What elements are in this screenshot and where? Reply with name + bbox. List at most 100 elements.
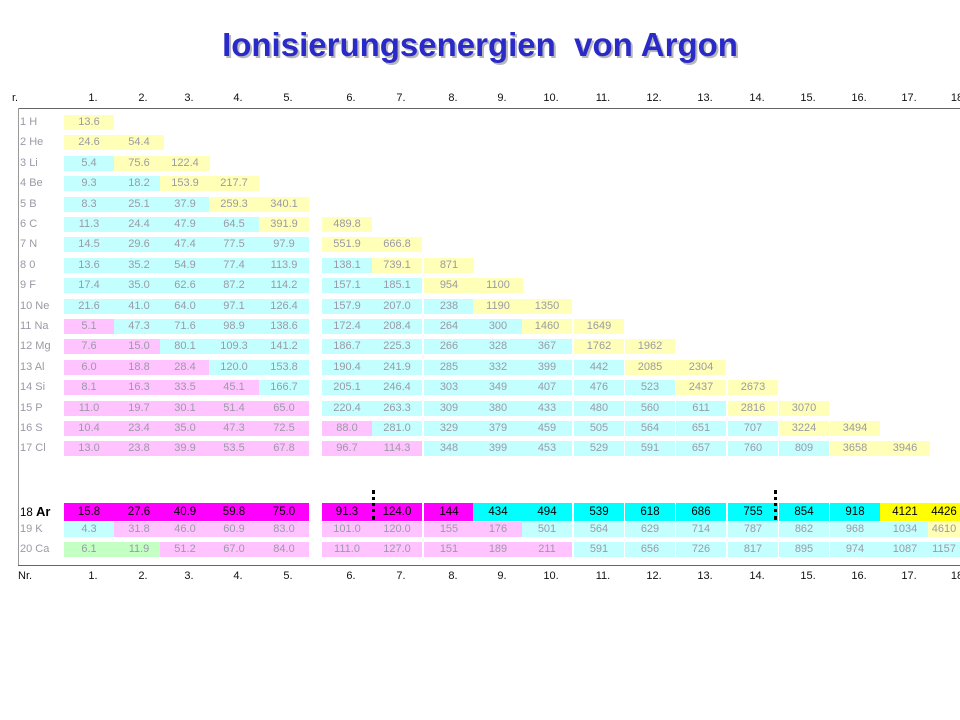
element-symbol: Ar bbox=[36, 504, 51, 519]
energy-cell: 64.5 bbox=[209, 217, 259, 232]
energy-cell: 189 bbox=[473, 542, 523, 558]
energy-cell: 974 bbox=[830, 542, 880, 558]
header-top-17: 17. bbox=[901, 92, 917, 104]
energy-cell: 83.0 bbox=[259, 522, 309, 537]
energy-cell: 263.3 bbox=[372, 400, 422, 416]
energy-cell: 138.6 bbox=[259, 319, 309, 334]
energy-cell: 127.0 bbox=[372, 542, 422, 558]
energy-cell: 494 bbox=[522, 503, 572, 521]
energy-cell: 67.0 bbox=[209, 542, 259, 558]
header-top-1: 1. bbox=[88, 92, 98, 104]
header-top-2: 2. bbox=[138, 92, 148, 104]
energy-cell: 71.6 bbox=[160, 319, 210, 334]
header-top-16: 16. bbox=[851, 92, 867, 104]
energy-cell: 560 bbox=[625, 400, 675, 416]
energy-cell: 399 bbox=[522, 359, 572, 375]
header-top-3: 3. bbox=[184, 92, 194, 104]
energy-cell: 124.0 bbox=[372, 503, 422, 521]
energy-cell: 895 bbox=[779, 542, 829, 558]
energy-cell: 67.8 bbox=[259, 441, 309, 457]
energy-cell: 459 bbox=[522, 421, 572, 436]
atomic-number: 5 bbox=[20, 197, 30, 210]
energy-cell: 109.3 bbox=[209, 339, 259, 355]
energy-cell: 54.9 bbox=[160, 257, 210, 273]
energy-cell: 18.2 bbox=[114, 176, 164, 192]
header-bottom-2: 2. bbox=[138, 570, 148, 582]
energy-cell: 31.8 bbox=[114, 522, 164, 537]
atomic-number: 7 bbox=[20, 238, 30, 251]
header-bottom-13: 13. bbox=[697, 570, 713, 582]
energy-cell: 739.1 bbox=[372, 257, 422, 273]
energy-cell: 113.9 bbox=[259, 257, 309, 273]
energy-cell: 7.6 bbox=[64, 339, 114, 355]
energy-cell: 88.0 bbox=[322, 421, 372, 436]
energy-cell: 4121 bbox=[880, 503, 930, 521]
energy-cell: 16.3 bbox=[114, 380, 164, 396]
element-symbol: C bbox=[29, 218, 38, 230]
element-symbol: B bbox=[29, 197, 37, 210]
energy-cell: 1190 bbox=[473, 298, 523, 314]
energy-cell: 591 bbox=[574, 542, 624, 558]
energy-cell: 97.9 bbox=[259, 237, 309, 253]
header-bottom-9: 9. bbox=[497, 570, 507, 582]
energy-cell: 391.9 bbox=[259, 217, 309, 232]
atomic-number: 11 bbox=[20, 320, 35, 332]
energy-cell: 33.5 bbox=[160, 380, 210, 396]
energy-cell: 380 bbox=[473, 400, 523, 416]
energy-cell: 656 bbox=[625, 542, 675, 558]
row-label-be: 4 Be bbox=[20, 176, 43, 190]
header-bottom-1: 1. bbox=[88, 570, 98, 582]
energy-cell: 15.0 bbox=[114, 339, 164, 355]
shell-boundary-marker bbox=[774, 490, 777, 520]
header-bottom-16: 16. bbox=[851, 570, 867, 582]
atomic-number: 4 bbox=[20, 177, 30, 190]
energy-cell: 787 bbox=[728, 522, 778, 537]
header-bottom-3: 3. bbox=[184, 570, 194, 582]
energy-cell: 98.9 bbox=[209, 319, 259, 334]
energy-cell: 19.7 bbox=[114, 400, 164, 416]
element-symbol: P bbox=[35, 401, 43, 414]
energy-cell: 166.7 bbox=[259, 380, 309, 396]
label-rule bbox=[18, 108, 19, 565]
energy-cell: 15.8 bbox=[64, 503, 114, 521]
energy-cell: 37.9 bbox=[160, 196, 210, 212]
atomic-number: 10 bbox=[20, 299, 36, 312]
energy-cell: 41.0 bbox=[114, 298, 164, 314]
row-label-f: 9 F bbox=[20, 278, 36, 292]
energy-cell: 111.0 bbox=[322, 542, 372, 558]
header-bottom-17: 17. bbox=[901, 570, 917, 582]
energy-cell: 5.4 bbox=[64, 155, 114, 171]
energy-cell: 157.9 bbox=[322, 298, 372, 314]
header-bottom-18: 18 bbox=[950, 570, 960, 582]
energy-cell: 96.7 bbox=[322, 441, 372, 457]
atomic-number: 16 bbox=[20, 422, 36, 434]
energy-cell: 186.7 bbox=[322, 339, 372, 355]
energy-cell: 854 bbox=[779, 503, 829, 521]
energy-cell: 53.5 bbox=[209, 441, 259, 457]
atomic-number: 17 bbox=[20, 442, 36, 455]
energy-cell: 328 bbox=[473, 339, 523, 355]
energy-cell: 379 bbox=[473, 421, 523, 436]
energy-cell: 3070 bbox=[779, 400, 829, 416]
atomic-number: 12 bbox=[20, 340, 36, 353]
energy-cell: 246.4 bbox=[372, 380, 422, 396]
page-title: Ionisierungsenergien von Argon bbox=[222, 26, 738, 63]
energy-cell: 185.1 bbox=[372, 278, 422, 294]
energy-cell: 3224 bbox=[779, 421, 829, 436]
element-symbol: Na bbox=[34, 320, 49, 332]
element-symbol: F bbox=[29, 279, 36, 292]
energy-cell: 871 bbox=[424, 257, 474, 273]
header-bottom-4: 4. bbox=[233, 570, 243, 582]
header-top-12: 12. bbox=[646, 92, 662, 104]
energy-cell: 2304 bbox=[676, 359, 726, 375]
header-top-14: 14. bbox=[749, 92, 765, 104]
row-label-cl: 17 Cl bbox=[20, 441, 46, 455]
energy-cell: 211 bbox=[522, 542, 572, 558]
energy-cell: 2085 bbox=[625, 359, 675, 375]
header-bottom-0: Nr. bbox=[18, 570, 33, 582]
energy-cell: 190.4 bbox=[322, 359, 372, 375]
energy-cell: 686 bbox=[676, 503, 726, 521]
energy-cell: 39.9 bbox=[160, 441, 210, 457]
energy-cell: 4610 bbox=[928, 522, 960, 537]
energy-cell: 220.4 bbox=[322, 400, 372, 416]
